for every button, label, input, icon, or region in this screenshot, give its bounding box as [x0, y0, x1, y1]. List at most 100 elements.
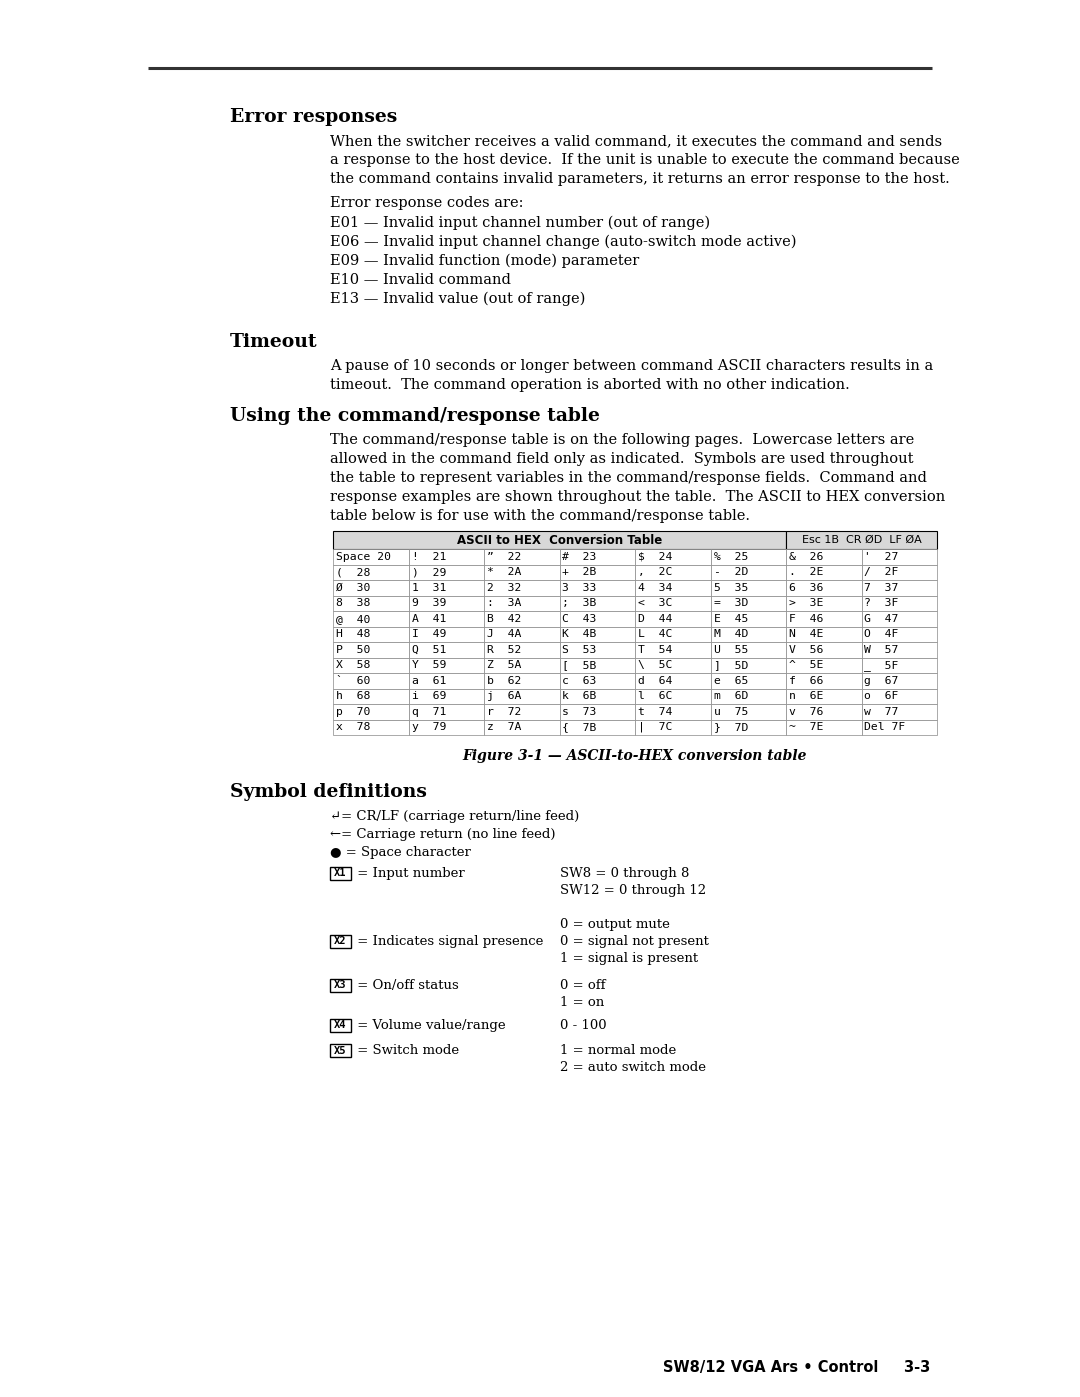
Bar	[711, 689, 786, 704]
Bar	[408, 719, 484, 735]
Bar	[408, 580, 484, 595]
Text: response examples are shown throughout the table.  The ASCII to HEX conversion: response examples are shown throughout t…	[330, 490, 945, 504]
Bar	[635, 658, 711, 673]
Text: j  6A: j 6A	[487, 692, 522, 701]
Bar	[333, 626, 408, 643]
Text: f  66: f 66	[789, 676, 823, 686]
Bar	[559, 626, 635, 643]
Text: Error responses: Error responses	[230, 108, 397, 126]
Bar	[711, 673, 786, 689]
Text: 4  34: 4 34	[638, 583, 673, 592]
Text: O  4F: O 4F	[864, 629, 899, 640]
Bar	[559, 689, 635, 704]
Text: Using the command/response table: Using the command/response table	[230, 407, 599, 425]
Bar	[408, 643, 484, 658]
Bar	[862, 626, 937, 643]
Text: r  72: r 72	[487, 707, 522, 717]
Bar	[786, 595, 862, 610]
Bar	[711, 564, 786, 580]
Bar	[330, 935, 351, 949]
Bar	[333, 673, 408, 689]
Text: L  4C: L 4C	[638, 629, 673, 640]
Text: X1: X1	[334, 869, 347, 879]
Text: /  2F: / 2F	[864, 567, 899, 577]
Text: Symbol definitions: Symbol definitions	[230, 782, 427, 800]
Bar	[786, 673, 862, 689]
Text: Q  51: Q 51	[411, 645, 446, 655]
Text: 1 = on: 1 = on	[561, 996, 604, 1009]
Text: When the switcher receives a valid command, it executes the command and sends: When the switcher receives a valid comma…	[330, 134, 942, 148]
Bar	[333, 704, 408, 719]
Bar	[635, 673, 711, 689]
Text: the command contains invalid parameters, it returns an error response to the hos: the command contains invalid parameters,…	[330, 172, 949, 186]
Text: k  6B: k 6B	[563, 692, 597, 701]
Bar	[786, 531, 937, 549]
Text: g  67: g 67	[864, 676, 899, 686]
Text: ASCII to HEX  Conversion Table: ASCII to HEX Conversion Table	[457, 534, 662, 546]
Bar	[862, 673, 937, 689]
Bar	[408, 564, 484, 580]
Bar	[711, 580, 786, 595]
Bar	[484, 643, 559, 658]
Text: E01 — Invalid input channel number (out of range): E01 — Invalid input channel number (out …	[330, 217, 711, 231]
Bar	[635, 719, 711, 735]
Text: u  75: u 75	[714, 707, 747, 717]
Text: D  44: D 44	[638, 613, 673, 623]
Bar	[330, 1044, 351, 1058]
Text: ↵= CR/LF (carriage return/line feed): ↵= CR/LF (carriage return/line feed)	[330, 810, 579, 823]
Text: -  2D: - 2D	[714, 567, 747, 577]
Bar	[559, 610, 635, 626]
Text: )  29: ) 29	[411, 567, 446, 577]
Text: B  42: B 42	[487, 613, 522, 623]
Text: 0 = output mute: 0 = output mute	[561, 918, 670, 930]
Bar	[635, 643, 711, 658]
Bar	[786, 580, 862, 595]
Bar	[333, 595, 408, 610]
Bar	[484, 704, 559, 719]
Text: i  69: i 69	[411, 692, 446, 701]
Text: SW8/12 VGA Ars • Control     3-3: SW8/12 VGA Ars • Control 3-3	[663, 1361, 930, 1375]
Bar	[635, 549, 711, 564]
Bar	[635, 595, 711, 610]
Text: Esc 1B  CR ØD  LF ØA: Esc 1B CR ØD LF ØA	[801, 535, 921, 545]
Text: +  2B: + 2B	[563, 567, 597, 577]
Bar	[408, 689, 484, 704]
Text: 1 = signal is present: 1 = signal is present	[561, 951, 698, 965]
Text: = Indicates signal presence: = Indicates signal presence	[353, 935, 543, 949]
Text: A pause of 10 seconds or longer between command ASCII characters results in a: A pause of 10 seconds or longer between …	[330, 359, 933, 373]
Bar	[559, 658, 635, 673]
Text: ● = Space character: ● = Space character	[330, 847, 471, 859]
Text: x  78: x 78	[336, 722, 370, 732]
Bar	[408, 626, 484, 643]
Text: 0 = signal not present: 0 = signal not present	[561, 935, 708, 949]
Bar	[408, 595, 484, 610]
Bar	[711, 719, 786, 735]
Text: 5  35: 5 35	[714, 583, 747, 592]
Text: = Switch mode: = Switch mode	[353, 1044, 459, 1058]
Text: ?  3F: ? 3F	[864, 598, 899, 608]
Bar	[559, 704, 635, 719]
Text: S  53: S 53	[563, 645, 597, 655]
Bar	[711, 658, 786, 673]
Text: 8  38: 8 38	[336, 598, 370, 608]
Bar	[484, 580, 559, 595]
Bar	[862, 689, 937, 704]
Bar	[786, 549, 862, 564]
Text: = Volume value/range: = Volume value/range	[353, 1018, 505, 1032]
Bar	[862, 658, 937, 673]
Text: = Input number: = Input number	[353, 868, 464, 880]
Bar	[862, 704, 937, 719]
Bar	[786, 626, 862, 643]
Text: H  48: H 48	[336, 629, 370, 640]
Text: E10 — Invalid command: E10 — Invalid command	[330, 272, 511, 286]
Text: <  3C: < 3C	[638, 598, 673, 608]
Bar	[333, 719, 408, 735]
Text: 0 - 100: 0 - 100	[561, 1018, 607, 1032]
Text: E13 — Invalid value (out of range): E13 — Invalid value (out of range)	[330, 292, 585, 306]
Bar	[711, 643, 786, 658]
Text: v  76: v 76	[789, 707, 823, 717]
Bar	[484, 595, 559, 610]
Text: ,  2C: , 2C	[638, 567, 673, 577]
Text: 3  33: 3 33	[563, 583, 597, 592]
Text: 2 = auto switch mode: 2 = auto switch mode	[561, 1060, 706, 1074]
